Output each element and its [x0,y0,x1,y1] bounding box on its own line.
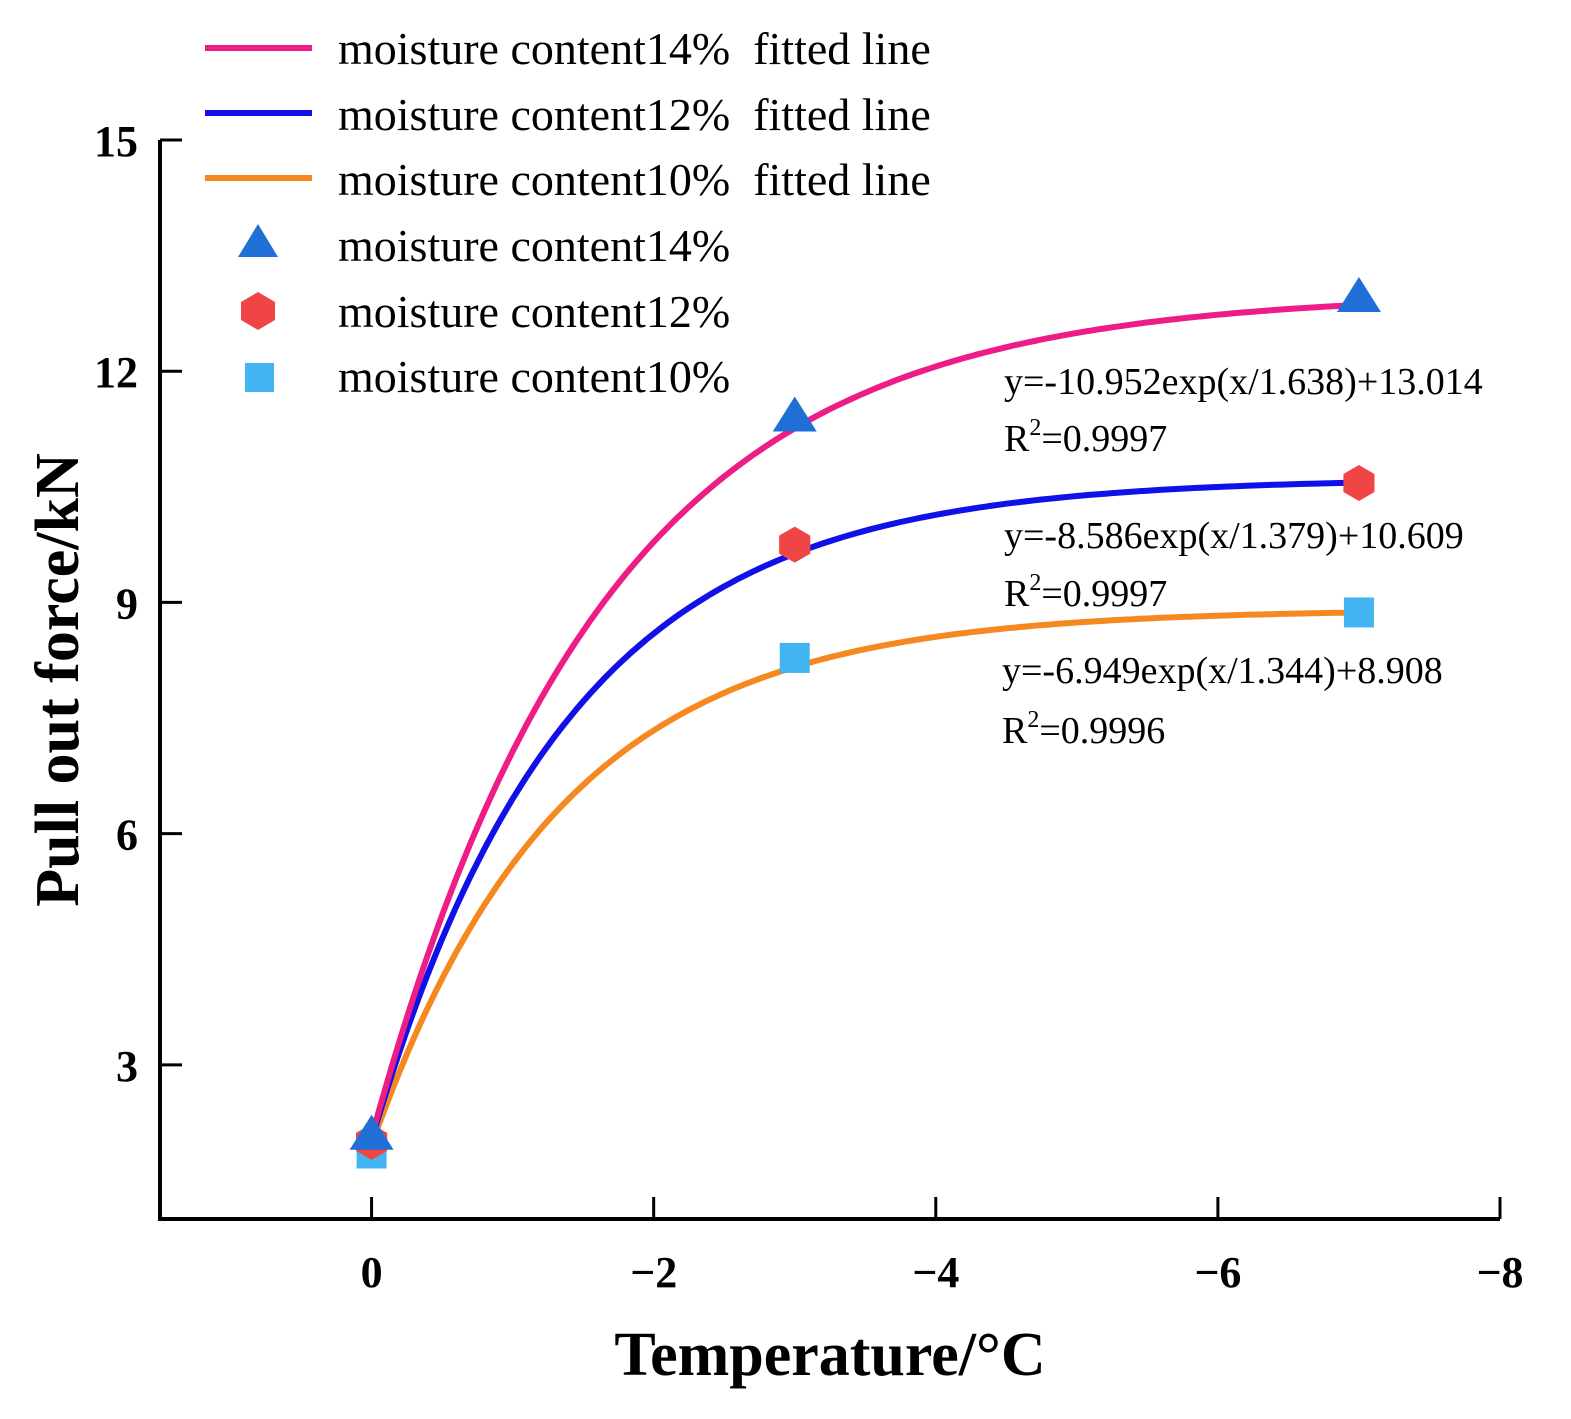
legend-square-marker [245,363,274,392]
marker-14-point [1336,276,1381,312]
fit-line-14 [368,301,1362,1141]
y-axis-title: Pull out force/kN [24,453,92,907]
marker-12-point [1343,465,1375,501]
x-tick-label: −6 [1194,1248,1241,1297]
legend: moisture content14% fitted line moisture… [205,23,931,402]
data-markers [349,276,1381,1169]
x-axis-title: Temperature/°C [614,1321,1045,1389]
fit-line-12 [368,479,1362,1144]
marker-10-point [1343,597,1374,628]
plot-area [158,140,1500,1221]
fitted-lines [368,301,1362,1149]
axis-ticks: 0 −2 −4 −6 −8 3 6 9 12 15 [94,117,1524,1297]
x-tick-label: −8 [1476,1248,1523,1297]
x-tick-label: −4 [912,1248,959,1297]
marker-14-point [349,1114,394,1150]
marker-10-point [779,642,810,673]
fit-equations: y=-10.952exp(x/1.638)+13.014 R2=0.9997 y… [1002,361,1483,752]
fit-r2-14: R2=0.9997 [1004,415,1167,460]
legend-triangle-marker [238,224,278,257]
marker-12-point [779,526,811,563]
legend-label-10: moisture content10% [338,351,730,402]
fit-equation-14: y=-10.952exp(x/1.638)+13.014 [1004,361,1483,403]
fit-r2-12: R2=0.9997 [1004,570,1167,615]
legend-label-fit-12: moisture content12% fitted line [338,89,931,140]
legend-label-fit-14: moisture content14% fitted line [338,23,931,74]
x-tick-label: −2 [630,1248,677,1297]
legend-label-12: moisture content12% [338,286,730,337]
legend-label-fit-10: moisture content10% fitted line [338,154,931,205]
y-tick-label: 6 [116,811,138,860]
fit-equation-12: y=-8.586exp(x/1.379)+10.609 [1004,515,1464,557]
fit-line-10 [368,609,1362,1149]
marker-14-point [772,396,817,432]
legend-hexagon-marker [241,292,275,330]
y-tick-label: 9 [116,579,138,628]
y-tick-label: 3 [116,1042,138,1091]
fit-r2-10: R2=0.9996 [1002,707,1165,752]
x-tick-label: 0 [361,1248,383,1297]
y-tick-label: 12 [94,348,138,397]
fit-equation-10: y=-6.949exp(x/1.344)+8.908 [1002,650,1443,692]
y-tick-label: 15 [94,117,138,166]
legend-label-14: moisture content14% [338,220,730,271]
